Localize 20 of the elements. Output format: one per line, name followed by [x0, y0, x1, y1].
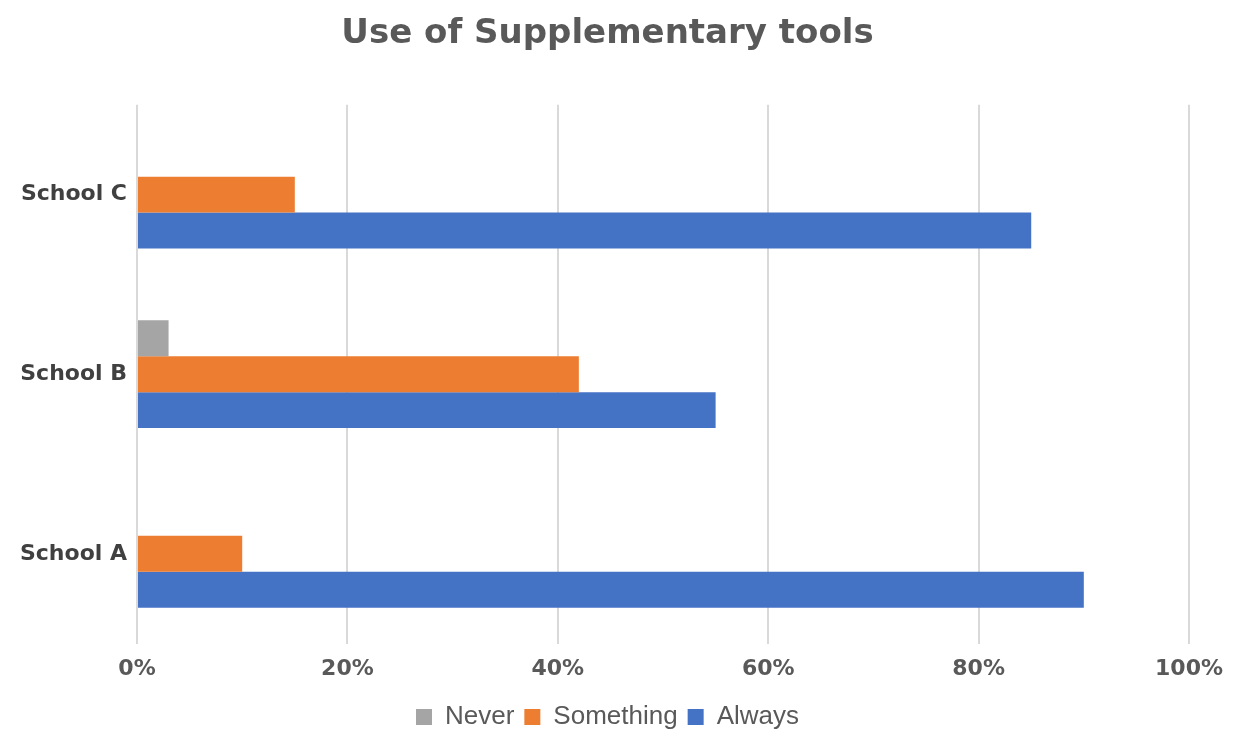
y-tick-label: School A — [19, 539, 127, 565]
bar — [138, 320, 169, 357]
bar — [138, 571, 1084, 608]
x-tick-label: 100% — [1155, 654, 1223, 680]
chart-title: Use of Supplementary tools — [341, 11, 874, 52]
bar — [138, 356, 579, 393]
y-tick-label: School C — [20, 180, 127, 206]
x-tick-label: 40% — [531, 654, 585, 680]
x-tick-label: 0% — [118, 654, 156, 680]
x-tick-label: 60% — [741, 654, 795, 680]
legend-label: Something — [553, 700, 678, 731]
bar — [138, 212, 1032, 249]
x-tick-label: 20% — [321, 654, 374, 680]
y-tick-label: School B — [20, 359, 127, 385]
bar — [138, 535, 243, 572]
legend-label: Never — [445, 700, 515, 731]
bar — [138, 176, 295, 213]
x-tick-label: 80% — [952, 654, 1005, 680]
bar — [138, 392, 716, 429]
legend-label: Always — [716, 700, 800, 731]
